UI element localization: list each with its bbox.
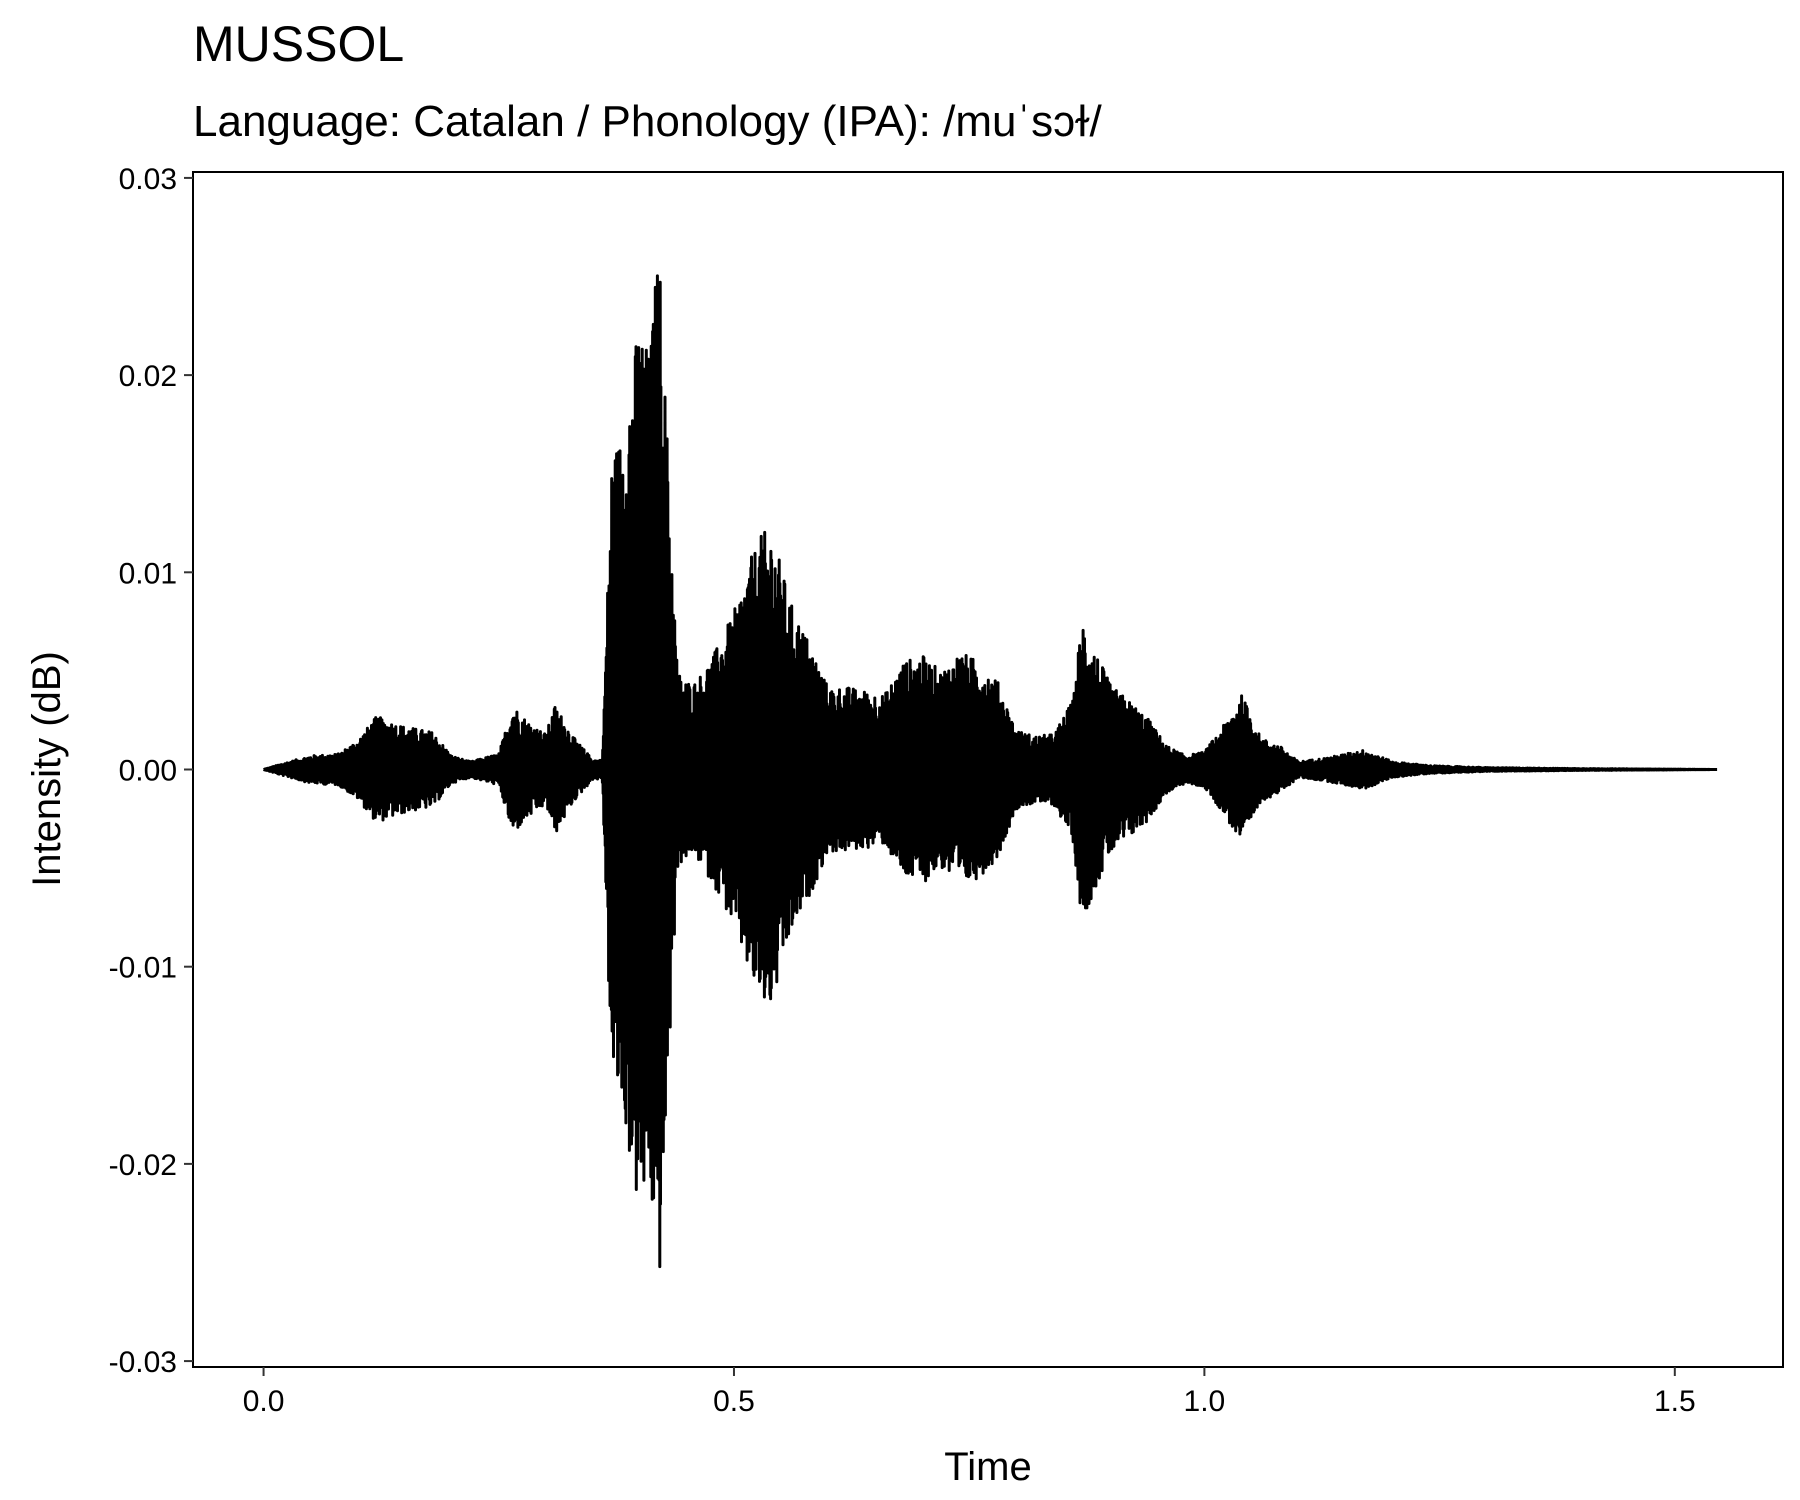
chart-title: MUSSOL (193, 16, 405, 72)
waveform-series-line (262, 274, 1719, 1269)
y-axis: 0.03 0.02 0.01 0.00 -0.01 -0.02 -0.03 (109, 163, 193, 1379)
x-tick-label: 1.5 (1654, 1385, 1696, 1418)
x-axis-title: Time (944, 1445, 1031, 1489)
y-tick-label: 0.02 (119, 360, 177, 393)
y-tick-label: -0.01 (109, 952, 177, 985)
y-tick-label: 0.00 (119, 755, 177, 788)
y-tick-label: -0.02 (109, 1149, 177, 1182)
y-tick-label: 0.03 (119, 163, 177, 196)
x-axis: 0.0 0.5 1.0 1.5 (243, 1367, 1696, 1418)
chart-subtitle: Language: Catalan / Phonology (IPA): /mu… (193, 97, 1102, 146)
x-tick-label: 0.5 (713, 1385, 755, 1418)
y-tick-label: 0.01 (119, 557, 177, 590)
x-tick-label: 0.0 (243, 1385, 285, 1418)
y-tick-label: -0.03 (109, 1346, 177, 1379)
y-axis-title: Intensity (dB) (25, 651, 69, 887)
x-tick-label: 1.0 (1184, 1385, 1226, 1418)
